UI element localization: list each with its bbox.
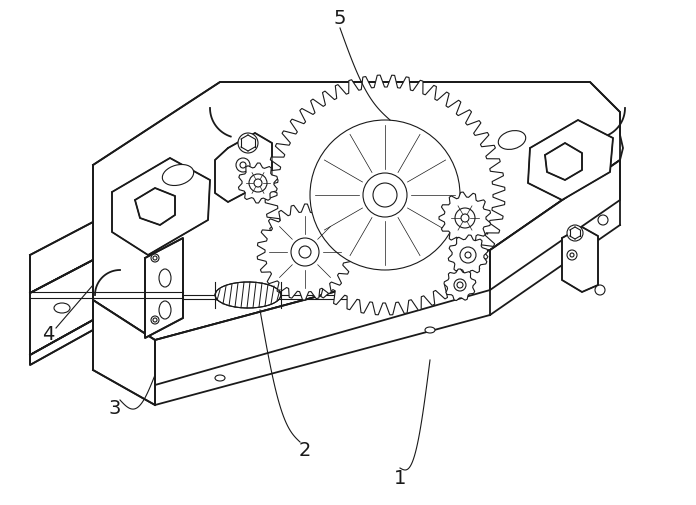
- Polygon shape: [30, 260, 93, 355]
- Polygon shape: [30, 320, 93, 365]
- Polygon shape: [239, 163, 278, 203]
- Circle shape: [598, 215, 608, 225]
- Circle shape: [299, 246, 311, 258]
- Circle shape: [373, 183, 397, 207]
- Polygon shape: [490, 160, 620, 290]
- Polygon shape: [562, 227, 598, 292]
- Text: 1: 1: [394, 469, 406, 487]
- Ellipse shape: [215, 282, 281, 308]
- Polygon shape: [448, 235, 488, 275]
- Circle shape: [310, 120, 460, 270]
- Circle shape: [461, 214, 469, 222]
- Text: 4: 4: [42, 326, 54, 344]
- Circle shape: [249, 174, 267, 192]
- Circle shape: [238, 133, 258, 153]
- Polygon shape: [30, 222, 93, 293]
- Circle shape: [465, 252, 471, 258]
- Polygon shape: [145, 238, 183, 338]
- Ellipse shape: [215, 375, 225, 381]
- Circle shape: [151, 254, 159, 262]
- Polygon shape: [444, 269, 476, 300]
- Circle shape: [460, 247, 476, 263]
- Circle shape: [567, 225, 583, 241]
- Ellipse shape: [159, 269, 171, 287]
- Polygon shape: [93, 300, 155, 405]
- Polygon shape: [112, 158, 210, 255]
- Text: 5: 5: [334, 9, 346, 27]
- Polygon shape: [215, 133, 272, 202]
- Circle shape: [455, 208, 475, 228]
- Polygon shape: [258, 204, 353, 300]
- Circle shape: [236, 158, 250, 172]
- Circle shape: [153, 256, 157, 260]
- Circle shape: [457, 282, 463, 288]
- Circle shape: [595, 285, 605, 295]
- Polygon shape: [528, 120, 613, 200]
- Polygon shape: [135, 188, 175, 225]
- Polygon shape: [545, 143, 582, 180]
- Polygon shape: [93, 82, 623, 340]
- Text: 3: 3: [109, 398, 121, 418]
- Text: 2: 2: [299, 440, 311, 460]
- Polygon shape: [439, 192, 491, 244]
- Circle shape: [454, 279, 466, 291]
- Circle shape: [240, 162, 246, 168]
- Circle shape: [570, 253, 574, 257]
- Circle shape: [567, 250, 577, 260]
- Polygon shape: [155, 250, 490, 385]
- Ellipse shape: [159, 301, 171, 319]
- Circle shape: [151, 316, 159, 324]
- Ellipse shape: [162, 165, 193, 185]
- Polygon shape: [265, 75, 505, 315]
- Ellipse shape: [498, 131, 525, 149]
- Ellipse shape: [54, 303, 70, 313]
- Ellipse shape: [425, 327, 435, 333]
- Circle shape: [291, 238, 319, 266]
- Circle shape: [254, 179, 262, 187]
- Circle shape: [363, 173, 407, 217]
- Circle shape: [153, 318, 157, 322]
